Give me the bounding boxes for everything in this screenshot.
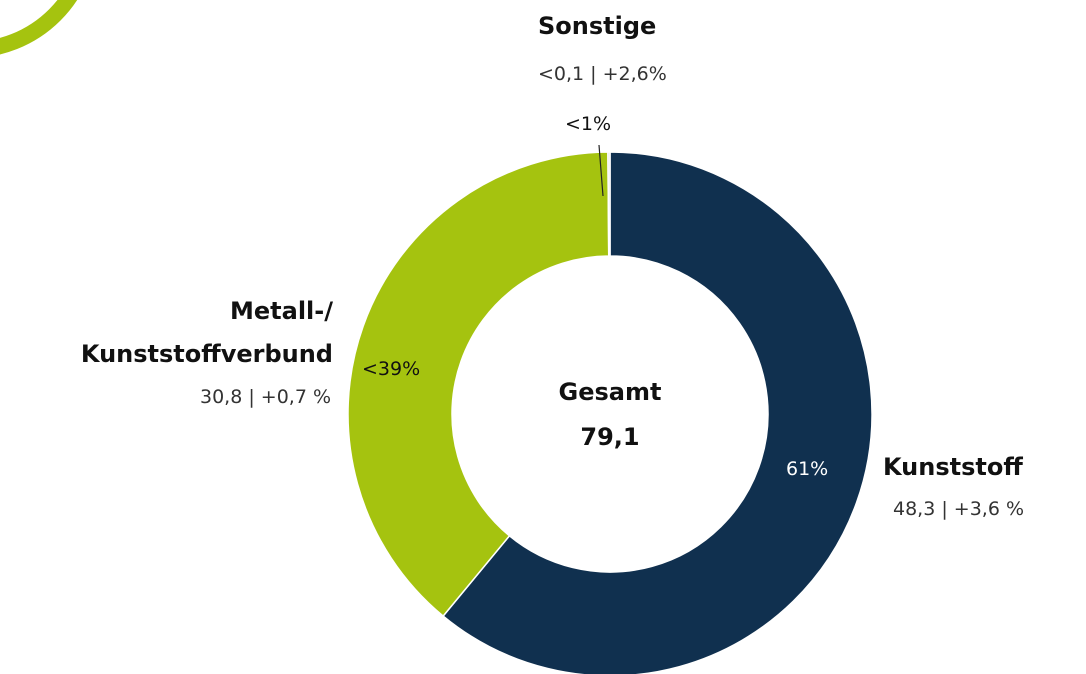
percent-label: <39%	[362, 358, 421, 380]
donut-segment	[607, 151, 611, 257]
category-label: Sonstige	[538, 12, 657, 40]
value-label: <0,1 | +2,6%	[538, 63, 667, 85]
value-label: 30,8 | +0,7 %	[199, 386, 331, 408]
category-label: Kunststoff	[883, 453, 1023, 481]
decoration-arc	[0, 0, 78, 55]
donut-segment	[442, 151, 873, 674]
category-label: Metall-/ Kunststoffverbund	[80, 297, 333, 368]
value-label: 48,3 | +3,6 %	[893, 498, 1025, 520]
leader-line	[598, 144, 604, 197]
total-label: 79,1	[580, 423, 640, 451]
center-label: Gesamt	[558, 378, 662, 406]
donut-segment	[347, 151, 610, 618]
percent-label: <1%	[565, 113, 612, 135]
percent-label: 61%	[786, 458, 829, 480]
